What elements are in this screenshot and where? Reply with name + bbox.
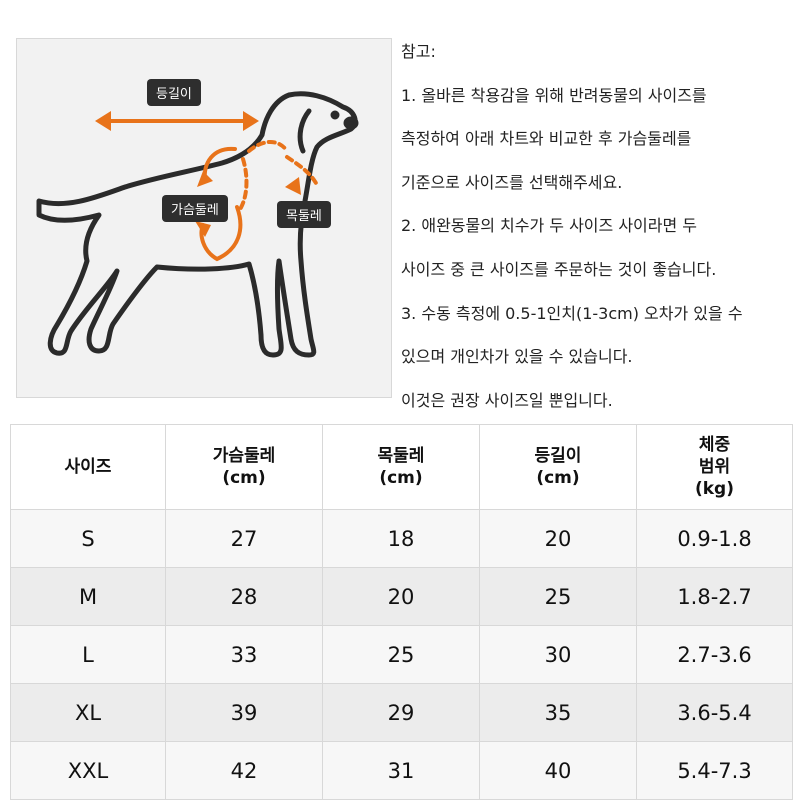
header-back-length: 등길이 (cm) xyxy=(479,424,637,510)
double-arrow-icon xyxy=(95,111,259,131)
dog-outline xyxy=(36,91,359,358)
cell-neck: 25 xyxy=(322,625,480,684)
cell-neck: 20 xyxy=(322,567,480,626)
cell-chest: 33 xyxy=(165,625,323,684)
note-line: 사이즈 중 큰 사이즈를 주문하는 것이 좋습니다. xyxy=(401,259,717,279)
cell-size: S xyxy=(10,509,166,568)
cell-back: 30 xyxy=(479,625,637,684)
cell-size: XL xyxy=(10,683,166,742)
table-row: M 28 20 25 1.8-2.7 xyxy=(10,567,793,626)
cell-weight: 1.8-2.7 xyxy=(636,567,793,626)
cell-neck: 29 xyxy=(322,683,480,742)
table-row: XL 39 29 35 3.6-5.4 xyxy=(10,683,793,742)
header-chest: 가슴둘레 (cm) xyxy=(165,424,323,510)
note-line: 2. 애완동물의 치수가 두 사이즈 사이라면 두 xyxy=(401,216,698,236)
table-header-row: 사이즈 가슴둘레 (cm) 목둘레 (cm) 등길이 (cm) 체중 범위 (k… xyxy=(10,424,793,510)
cell-chest: 42 xyxy=(165,741,323,800)
cell-back: 40 xyxy=(479,741,637,800)
note-line: 기준으로 사이즈를 선택해주세요. xyxy=(401,172,623,192)
note-line: 1. 올바른 착용감을 위해 반려동물의 사이즈를 xyxy=(401,85,707,105)
cell-weight: 3.6-5.4 xyxy=(636,683,793,742)
cell-neck: 18 xyxy=(322,509,480,568)
cell-chest: 28 xyxy=(165,567,323,626)
cell-weight: 0.9-1.8 xyxy=(636,509,793,568)
note-line: 측정하여 아래 차트와 비교한 후 가슴둘레를 xyxy=(401,129,692,149)
table-row: L 33 25 30 2.7-3.6 xyxy=(10,625,793,684)
cell-size: M xyxy=(10,567,166,626)
cell-chest: 27 xyxy=(165,509,323,568)
header-size: 사이즈 xyxy=(10,424,166,510)
cell-back: 20 xyxy=(479,509,637,568)
cell-size: XXL xyxy=(10,741,166,800)
dog-silhouette-icon xyxy=(36,91,359,358)
header-neck: 목둘레 (cm) xyxy=(322,424,480,510)
note-line: 3. 수동 측정에 0.5-1인치(1-3cm) 오차가 있을 수 xyxy=(401,303,743,323)
neck-label: 목둘레 xyxy=(277,201,331,228)
notes-panel: 참고: 1. 올바른 착용감을 위해 반려동물의 사이즈를 측정하여 아래 차트… xyxy=(401,30,795,422)
cell-chest: 39 xyxy=(165,683,323,742)
arrow-heads xyxy=(195,171,301,237)
table-row: XXL 42 31 40 5.4-7.3 xyxy=(10,741,793,800)
cell-size: L xyxy=(10,625,166,684)
back-length-label: 등길이 xyxy=(147,79,201,106)
cell-back: 35 xyxy=(479,683,637,742)
cell-neck: 31 xyxy=(322,741,480,800)
note-line: 이것은 권장 사이즈일 뿐입니다. xyxy=(401,390,613,410)
cell-weight: 5.4-7.3 xyxy=(636,741,793,800)
measurement-diagram: 등길이 가슴둘레 목둘레 xyxy=(16,38,392,398)
table-row: S 27 18 20 0.9-1.8 xyxy=(10,509,793,568)
notes-heading: 참고: xyxy=(401,42,436,61)
cell-back: 25 xyxy=(479,567,637,626)
chest-label: 가슴둘레 xyxy=(162,195,228,222)
cell-weight: 2.7-3.6 xyxy=(636,625,793,684)
size-chart-table: 사이즈 가슴둘레 (cm) 목둘레 (cm) 등길이 (cm) 체중 범위 (k… xyxy=(10,424,793,800)
note-line: 있으며 개인차가 있을 수 있습니다. xyxy=(401,347,633,367)
header-weight-range: 체중 범위 (kg) xyxy=(636,424,793,510)
